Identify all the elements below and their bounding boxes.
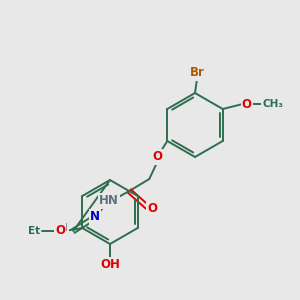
Text: Et: Et <box>28 226 40 236</box>
Text: CH₃: CH₃ <box>262 99 283 109</box>
Text: O: O <box>152 151 162 164</box>
Text: O: O <box>242 98 252 110</box>
Text: N: N <box>90 211 100 224</box>
Text: OH: OH <box>100 259 120 272</box>
Text: HN: HN <box>99 194 119 208</box>
Text: Br: Br <box>190 67 204 80</box>
Text: O: O <box>55 224 65 238</box>
Text: O: O <box>147 202 157 215</box>
Text: H: H <box>59 223 68 233</box>
